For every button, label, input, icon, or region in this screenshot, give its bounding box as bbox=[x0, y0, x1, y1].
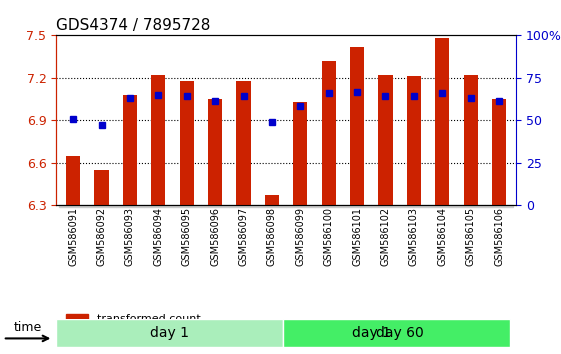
Bar bbox=[208, 99, 222, 205]
Text: time: time bbox=[14, 321, 42, 333]
Text: day 1: day 1 bbox=[352, 326, 391, 340]
Bar bbox=[229, 205, 257, 207]
Bar bbox=[407, 76, 421, 205]
Bar bbox=[257, 205, 286, 207]
Bar bbox=[457, 205, 485, 207]
Bar bbox=[144, 205, 173, 207]
Bar bbox=[123, 95, 137, 205]
Bar bbox=[379, 75, 393, 205]
Text: day 1: day 1 bbox=[150, 326, 189, 340]
Bar bbox=[293, 102, 307, 205]
Bar bbox=[343, 205, 371, 207]
Bar bbox=[399, 205, 428, 207]
Bar bbox=[286, 205, 315, 207]
Bar bbox=[492, 99, 506, 205]
Bar bbox=[350, 47, 364, 205]
Bar bbox=[265, 195, 279, 205]
Text: day 60: day 60 bbox=[376, 326, 424, 340]
Text: GDS4374 / 7895728: GDS4374 / 7895728 bbox=[56, 18, 210, 33]
Bar bbox=[56, 319, 283, 347]
Bar bbox=[435, 38, 449, 205]
Bar bbox=[151, 75, 165, 205]
Legend: transformed count, percentile rank within the sample: transformed count, percentile rank withi… bbox=[62, 310, 289, 344]
Bar bbox=[321, 61, 336, 205]
Bar bbox=[236, 81, 251, 205]
Bar bbox=[315, 205, 343, 207]
Bar bbox=[66, 156, 80, 205]
Bar bbox=[173, 205, 201, 207]
Bar bbox=[485, 205, 513, 207]
Bar bbox=[59, 205, 88, 207]
Bar bbox=[201, 205, 229, 207]
Bar bbox=[88, 205, 116, 207]
Bar bbox=[94, 170, 109, 205]
Bar bbox=[428, 205, 457, 207]
Bar bbox=[463, 75, 478, 205]
Bar bbox=[283, 319, 511, 347]
Bar bbox=[116, 205, 144, 207]
Bar bbox=[180, 81, 194, 205]
Bar bbox=[371, 205, 399, 207]
